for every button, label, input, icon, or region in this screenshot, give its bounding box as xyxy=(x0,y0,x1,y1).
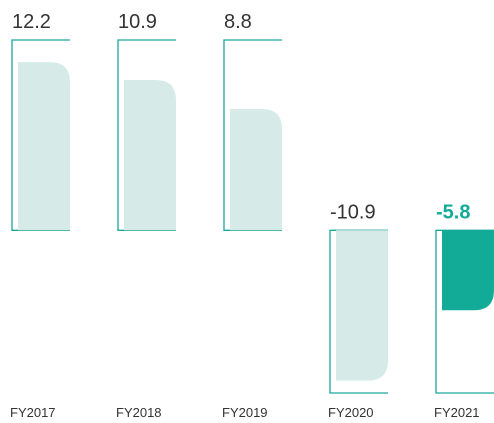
value-label: -10.9 xyxy=(330,201,376,223)
value-label: 8.8 xyxy=(224,11,252,33)
x-tick-label: FY2021 xyxy=(434,405,480,420)
bar xyxy=(336,230,388,381)
x-tick-label: FY2018 xyxy=(116,405,162,420)
value-label: 12.2 xyxy=(12,11,51,33)
bar xyxy=(18,62,70,231)
bar-frame xyxy=(435,229,494,394)
bar xyxy=(442,230,494,311)
x-tick-label: FY2019 xyxy=(222,405,268,420)
bar xyxy=(124,79,176,231)
x-tick-label: FY2017 xyxy=(10,405,56,420)
value-label: -5.8 xyxy=(436,201,470,223)
bar xyxy=(230,108,282,231)
bar-frame xyxy=(329,229,388,394)
value-label: 10.9 xyxy=(118,11,157,33)
x-tick-label: FY2020 xyxy=(328,405,374,420)
